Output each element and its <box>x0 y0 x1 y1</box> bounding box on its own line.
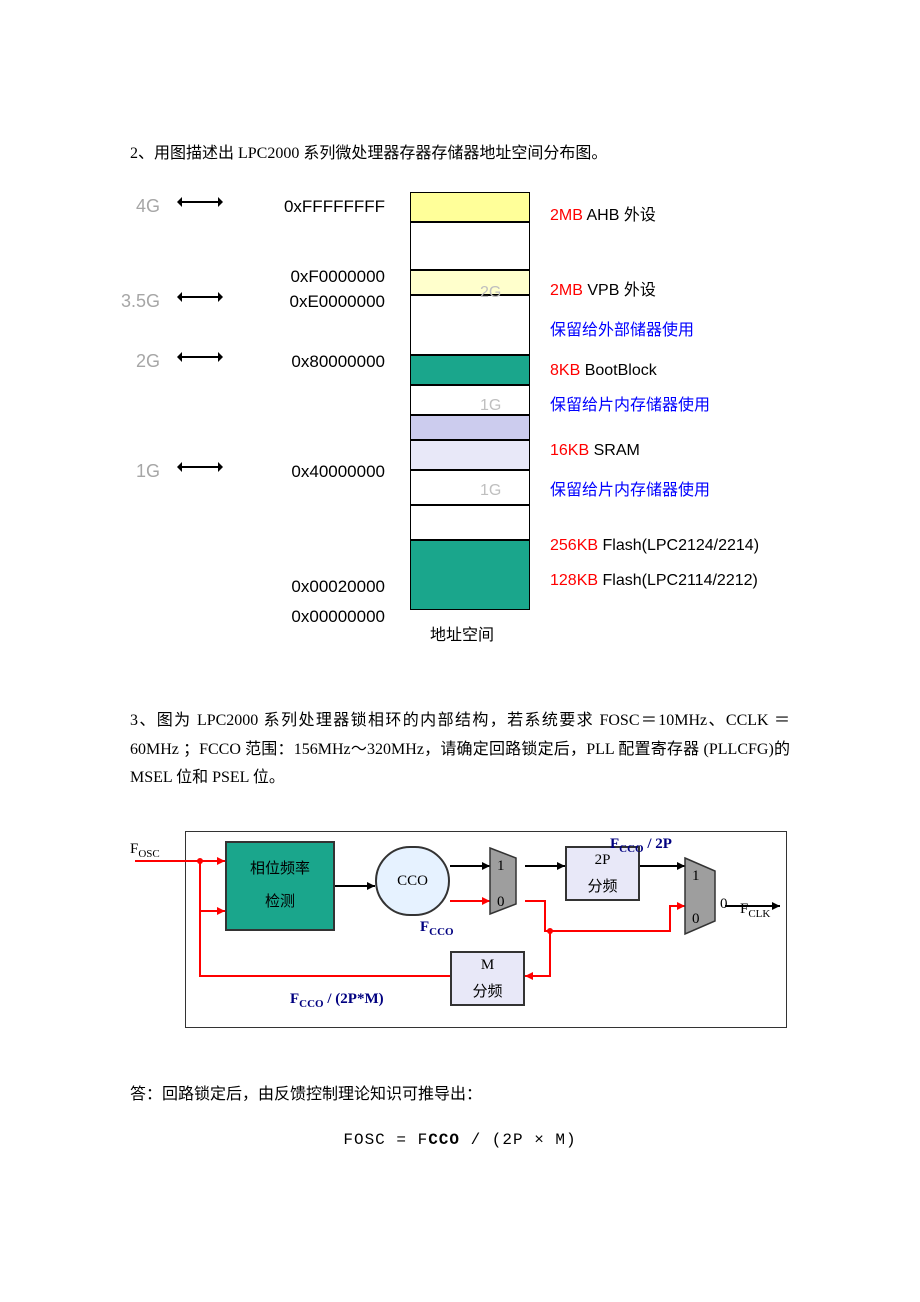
memory-segment <box>410 540 530 610</box>
region-label: 保留给外部储器使用 <box>550 317 694 346</box>
memory-segment <box>410 415 530 440</box>
size-label: 3.5G <box>100 285 160 317</box>
region-label: 2MB VPB 外设 <box>550 277 656 306</box>
region-label: 128KB Flash(LPC2114/2212) <box>550 567 758 596</box>
arrow-icon <box>180 356 220 358</box>
size-label: 4G <box>100 190 160 222</box>
arrow-icon <box>180 201 220 203</box>
q2-text: 2、用图描述出 LPC2000 系列微处理器存器存储器地址空间分布图。 <box>130 140 790 169</box>
mux1-in0: 0 <box>497 889 505 916</box>
memory-segment <box>410 505 530 540</box>
inner-size-label: 1G <box>480 392 501 421</box>
pll-diagram: FOSC <box>130 811 790 1061</box>
region-label: 256KB Flash(LPC2124/2214) <box>550 532 759 561</box>
fclk-label: FCLK <box>740 896 770 925</box>
inner-size-label: 1G <box>480 477 501 506</box>
cco-box: CCO <box>375 846 450 916</box>
region-label: 16KB SRAM <box>550 437 640 466</box>
memory-segment <box>410 295 530 355</box>
memory-segment <box>410 192 530 222</box>
memory-segment <box>410 440 530 470</box>
memmap-caption: 地址空间 <box>430 622 494 651</box>
address-label: 0x40000000 <box>275 457 385 488</box>
mux2-in1: 1 <box>692 863 700 890</box>
size-label: 2G <box>100 345 160 377</box>
q3-answer: 答：回路锁定后，由反馈控制理论知识可推导出： <box>130 1081 790 1110</box>
region-label: 保留给片内存储器使用 <box>550 392 710 421</box>
fcco2pm-label: FCCO / (2P*M) <box>290 986 384 1015</box>
region-label: 保留给片内存储器使用 <box>550 477 710 506</box>
q3-formula: FOSC = FCCO / (2P × M) <box>130 1126 790 1155</box>
memory-segment <box>410 355 530 385</box>
q3-text: 3、图为 LPC2000 系列处理器锁相环的内部结构，若系统要求 FOSC＝10… <box>130 707 790 793</box>
memory-segment <box>410 470 530 505</box>
address-label: 0x80000000 <box>275 347 385 378</box>
size-label: 1G <box>100 455 160 487</box>
inner-size-label: 2G <box>480 279 501 308</box>
region-label: 8KB BootBlock <box>550 357 657 386</box>
region-label: 2MB AHB 外设 <box>550 202 656 231</box>
mux2-sel: 0 <box>720 891 728 918</box>
div-m-box: M 分频 <box>450 951 525 1006</box>
mux1 <box>488 846 528 916</box>
mux1-in1: 1 <box>497 853 505 880</box>
address-label: 0xE0000000 <box>275 287 385 318</box>
address-label: 0x00020000 <box>275 572 385 603</box>
fcco-label: FCCO <box>420 914 454 943</box>
memory-segment <box>410 270 530 295</box>
mux2-in0: 0 <box>692 906 700 933</box>
address-label: 0x00000000 <box>275 602 385 633</box>
memory-segment <box>410 385 530 415</box>
fcco2p-label: FCCO / 2P <box>610 831 672 860</box>
arrow-icon <box>180 466 220 468</box>
address-label: 0xFFFFFFFF <box>275 192 385 223</box>
memory-map: 4G0xFFFFFFFF0xF00000003.5G0xE00000002G0x… <box>130 187 790 667</box>
arrow-icon <box>180 296 220 298</box>
memory-segment <box>410 222 530 270</box>
phase-detect-box: 相位频率 检测 <box>225 841 335 931</box>
